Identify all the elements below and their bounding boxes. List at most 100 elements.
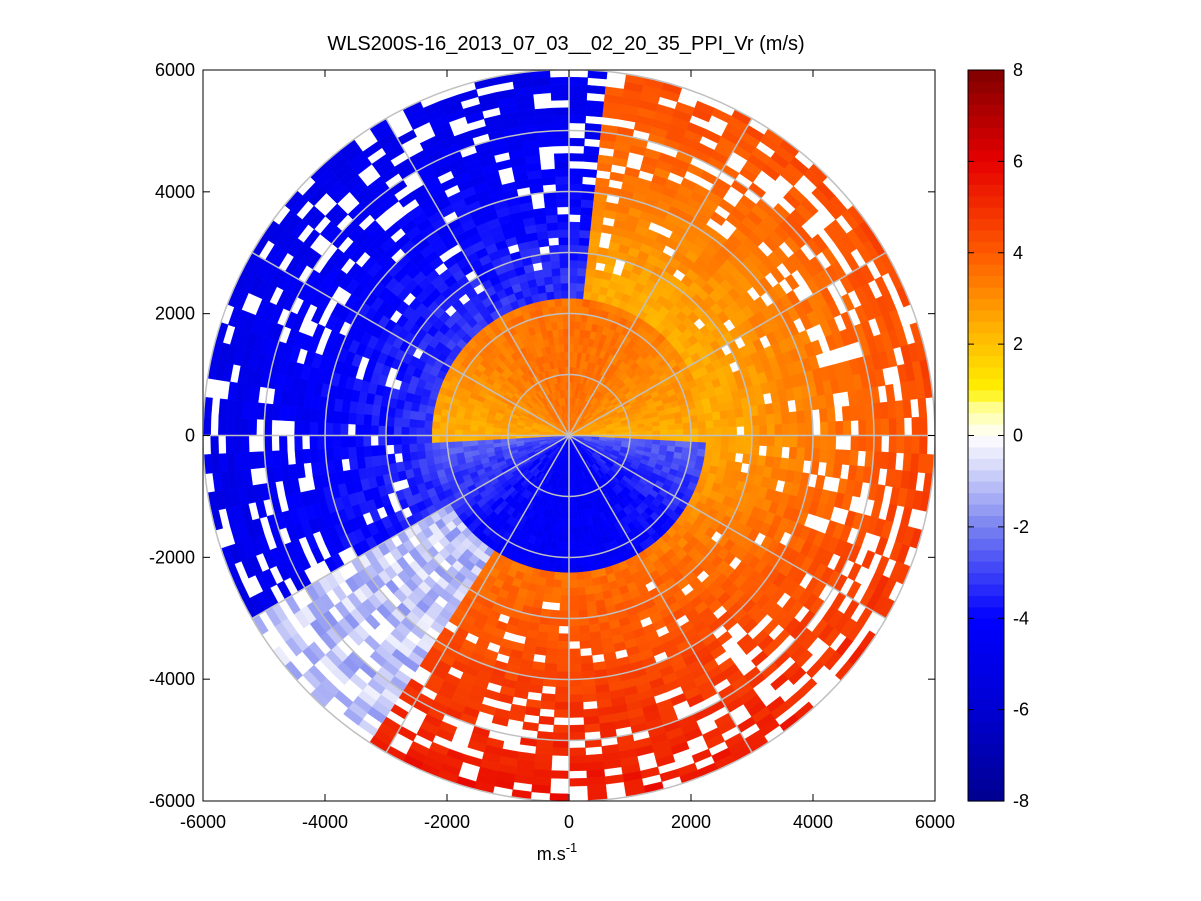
velocity-cell — [804, 435, 814, 449]
velocity-cell — [568, 648, 581, 657]
velocity-cell — [533, 269, 545, 280]
velocity-cell — [540, 299, 549, 309]
velocity-cell — [788, 411, 798, 425]
velocity-cell — [667, 429, 677, 436]
chart-title: WLS200S-16_2013_07_03__02_20_35_PPI_Vr (… — [327, 33, 804, 55]
velocity-cell — [294, 420, 303, 436]
velocity-cell — [865, 419, 875, 436]
velocity-cell — [682, 441, 692, 449]
velocity-cell — [233, 435, 242, 454]
velocity-cell — [385, 435, 395, 446]
velocity-cell — [902, 399, 912, 419]
velocity-cell — [446, 422, 456, 430]
velocity-cell — [541, 176, 557, 186]
velocity-cell — [711, 450, 721, 460]
velocity-cell — [558, 244, 570, 254]
velocity-cell — [765, 445, 775, 458]
velocity-cell — [832, 463, 843, 479]
velocity-cell — [555, 313, 564, 323]
velocity-cell — [583, 715, 600, 726]
velocity-cell — [534, 107, 553, 118]
velocity-cell — [370, 424, 379, 436]
velocity-cell — [263, 419, 273, 436]
velocity-cell — [271, 404, 282, 421]
velocity-cell — [347, 435, 357, 448]
velocity-cell — [401, 451, 412, 462]
velocity-cell — [804, 422, 814, 436]
velocity-cell — [578, 624, 590, 634]
velocity-cell — [522, 721, 539, 732]
velocity-cell — [577, 267, 587, 277]
velocity-cell — [568, 777, 588, 787]
velocity-cell — [233, 452, 244, 471]
velocity-cell — [401, 426, 410, 436]
velocity-cell — [303, 228, 321, 248]
velocity-cell — [568, 663, 582, 673]
velocity-cell — [781, 435, 791, 448]
velocity-cell — [385, 425, 395, 436]
velocity-cell — [568, 762, 587, 772]
velocity-cell — [479, 703, 497, 716]
velocity-cell — [561, 557, 570, 566]
velocity-cell — [312, 323, 326, 341]
velocity-cell — [585, 268, 596, 278]
velocity-cell — [424, 449, 434, 459]
velocity-cell — [841, 405, 851, 422]
velocity-cell — [585, 761, 605, 771]
velocity-cell — [546, 639, 559, 649]
velocity-cell — [553, 137, 570, 147]
velocity-cell — [309, 435, 318, 450]
velocity-cell — [552, 122, 570, 132]
velocity-cell — [675, 435, 684, 442]
velocity-cell — [751, 435, 760, 446]
velocity-cell — [841, 449, 851, 466]
velocity-cell — [583, 145, 600, 156]
velocity-cell — [705, 427, 715, 436]
velocity-cell — [340, 411, 350, 425]
velocity-cell — [540, 693, 556, 703]
velocity-cell — [233, 400, 244, 419]
velocity-cell — [735, 416, 745, 427]
velocity-cell — [557, 221, 570, 231]
velocity-cell — [568, 572, 577, 581]
velocity-cell — [698, 428, 707, 436]
velocity-cell — [572, 503, 578, 512]
velocity-cell — [332, 435, 341, 449]
velocity-cell — [378, 435, 387, 446]
velocity-cell — [432, 448, 442, 458]
velocity-cell — [309, 448, 320, 463]
velocity-cell — [439, 435, 448, 443]
velocity-cell — [875, 555, 890, 576]
velocity-cell — [263, 435, 273, 452]
velocity-cell — [579, 229, 591, 239]
velocity-cell — [446, 435, 456, 443]
velocity-cell — [362, 435, 372, 447]
velocity-cell — [560, 275, 570, 284]
velocity-cell — [888, 418, 898, 436]
velocity-cell — [559, 595, 570, 604]
velocity-cell — [332, 410, 342, 424]
velocity-cell — [552, 130, 570, 139]
velocity-cell — [585, 753, 604, 764]
velocity-cell — [568, 686, 583, 696]
velocity-cell — [591, 646, 604, 656]
velocity-cell — [462, 445, 472, 453]
velocity-cell — [555, 176, 570, 185]
velocity-cell — [696, 413, 706, 423]
velocity-cell — [309, 421, 318, 436]
velocity-cell — [697, 420, 707, 429]
velocity-cell — [401, 443, 411, 454]
velocity-cell — [555, 671, 570, 680]
velocity-cell — [720, 418, 730, 428]
velocity-cell — [575, 571, 585, 581]
velocity-cell — [542, 593, 553, 603]
velocity-cell — [446, 441, 456, 449]
velocity-cell — [690, 435, 699, 443]
velocity-cell — [766, 435, 776, 447]
velocity-cell — [559, 602, 570, 612]
velocity-cell — [507, 438, 517, 443]
velocity-cell — [469, 430, 478, 436]
velocity-cell — [305, 533, 319, 551]
velocity-cell — [585, 100, 605, 110]
velocity-cell — [755, 394, 766, 406]
